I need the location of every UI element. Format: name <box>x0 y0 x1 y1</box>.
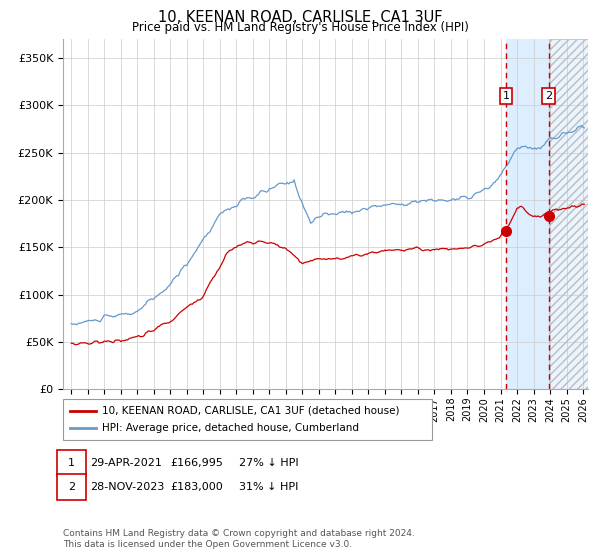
Text: 10, KEENAN ROAD, CARLISLE, CA1 3UF: 10, KEENAN ROAD, CARLISLE, CA1 3UF <box>158 10 442 25</box>
Text: 29-APR-2021: 29-APR-2021 <box>91 458 163 468</box>
Text: £183,000: £183,000 <box>170 482 223 492</box>
Bar <box>506 39 549 389</box>
Text: 28-NOV-2023: 28-NOV-2023 <box>91 482 165 492</box>
Text: 1: 1 <box>502 91 509 101</box>
Text: 27% ↓ HPI: 27% ↓ HPI <box>239 458 298 468</box>
Text: HPI: Average price, detached house, Cumberland: HPI: Average price, detached house, Cumb… <box>102 423 359 433</box>
Text: 2: 2 <box>68 482 75 492</box>
Bar <box>549 39 600 389</box>
Text: 10, KEENAN ROAD, CARLISLE, CA1 3UF (detached house): 10, KEENAN ROAD, CARLISLE, CA1 3UF (deta… <box>102 405 400 416</box>
Bar <box>549 39 600 389</box>
Text: £166,995: £166,995 <box>170 458 223 468</box>
Text: Contains HM Land Registry data © Crown copyright and database right 2024.
This d: Contains HM Land Registry data © Crown c… <box>63 529 415 549</box>
Text: Price paid vs. HM Land Registry's House Price Index (HPI): Price paid vs. HM Land Registry's House … <box>131 21 469 34</box>
Text: 2: 2 <box>545 91 552 101</box>
Text: 31% ↓ HPI: 31% ↓ HPI <box>239 482 298 492</box>
Text: 1: 1 <box>68 458 75 468</box>
